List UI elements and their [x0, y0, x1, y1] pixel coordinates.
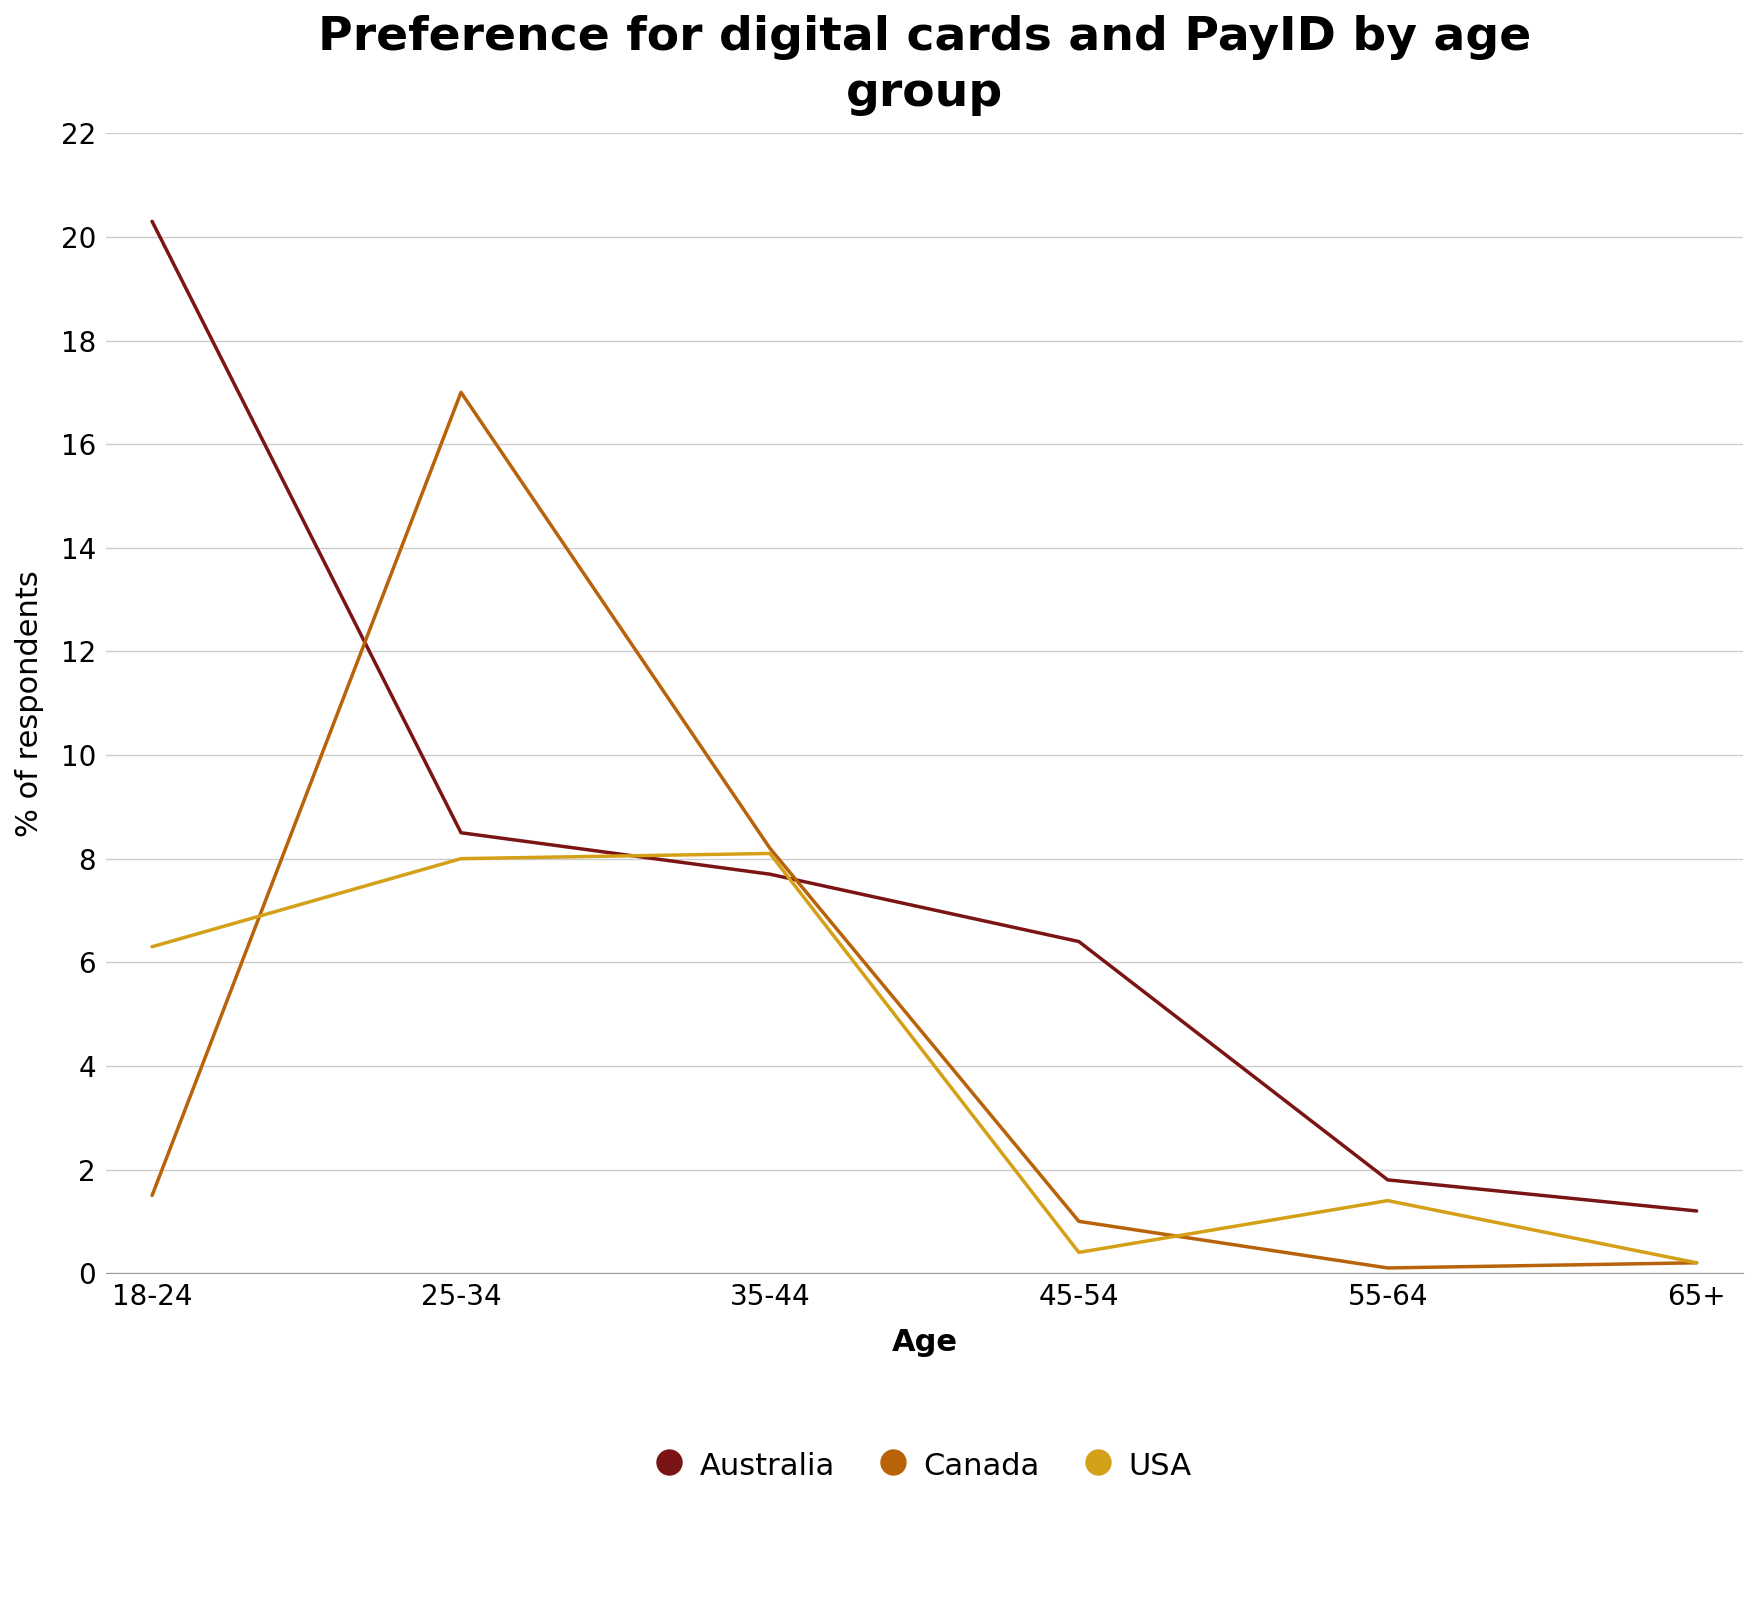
Canada — [1068, 1211, 1089, 1230]
Legend: Australia, Canada, USA: Australia, Canada, USA — [645, 1437, 1204, 1493]
USA — [450, 850, 471, 869]
Australia — [759, 864, 780, 883]
Line: Australia: Australia — [153, 221, 1696, 1211]
Canada — [759, 838, 780, 858]
Australia — [1068, 931, 1089, 950]
Line: USA: USA — [153, 853, 1696, 1262]
Canada — [1685, 1253, 1706, 1272]
Canada — [450, 382, 471, 402]
USA — [1068, 1243, 1089, 1262]
Canada — [1376, 1258, 1397, 1277]
USA — [759, 843, 780, 862]
Australia — [1685, 1202, 1706, 1221]
USA — [142, 938, 163, 957]
USA — [1376, 1190, 1397, 1210]
Title: Preference for digital cards and PayID by age
group: Preference for digital cards and PayID b… — [318, 14, 1530, 115]
Canada — [142, 1186, 163, 1205]
USA — [1685, 1253, 1706, 1272]
Line: Canada: Canada — [153, 392, 1696, 1267]
Australia — [450, 822, 471, 842]
X-axis label: Age: Age — [891, 1328, 958, 1357]
Australia — [142, 211, 163, 230]
Y-axis label: % of respondents: % of respondents — [16, 570, 44, 837]
Australia — [1376, 1170, 1397, 1189]
